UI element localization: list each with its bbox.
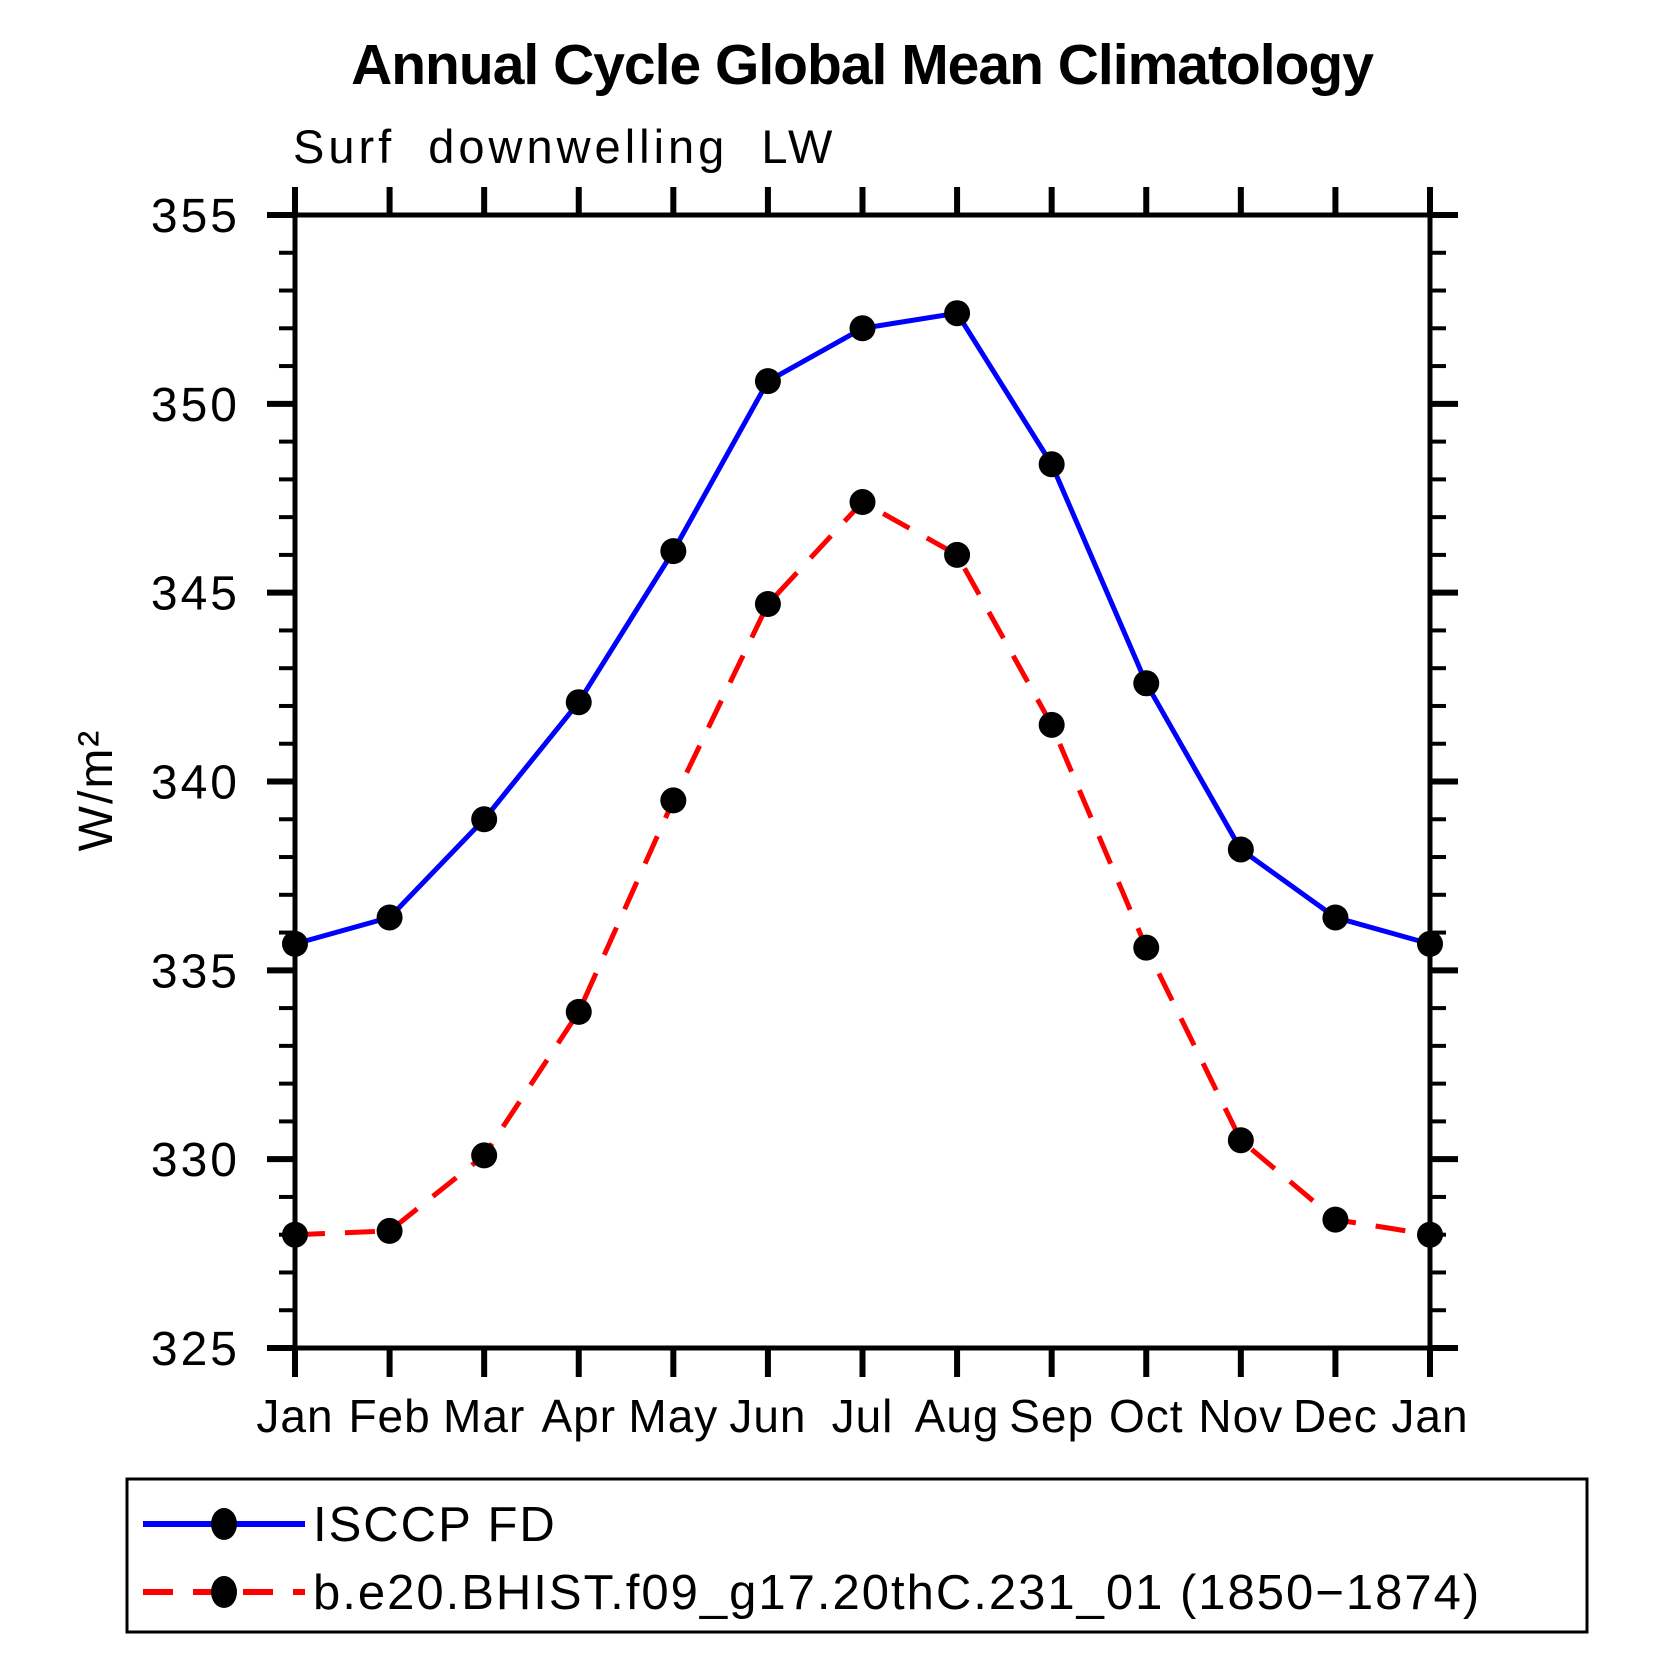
chart-subtitle: Surf downwelling LW [293,120,836,173]
x-tick-label: Jun [729,1390,806,1442]
legend-entry-isccp: ISCCP FD [143,1498,557,1552]
x-tick-label: Mar [443,1390,525,1442]
y-tick-label: 330 [151,1134,240,1187]
series-line-0 [294,310,1431,947]
data-point [944,300,971,327]
data-point [660,787,687,814]
data-point [1133,670,1160,697]
y-tick-label: 350 [151,379,240,432]
chart-title: Annual Cycle Global Mean Climatology [351,33,1374,97]
data-point [754,590,781,617]
data-point [565,689,592,716]
data-point [944,541,971,568]
x-tick-label: Jul [832,1390,894,1442]
legend-marker-dot [211,1508,237,1540]
data-point [376,1217,403,1244]
y-tick-label: 325 [151,1323,240,1376]
data-point [1038,711,1065,738]
data-point [849,489,876,516]
data-point [376,904,403,931]
data-point [471,806,498,833]
data-point [1417,930,1443,957]
data-point [1133,934,1160,961]
data-point [754,368,781,395]
x-tick-label: Nov [1198,1390,1283,1442]
data-point [282,1221,308,1248]
data-point [849,315,876,342]
data-point [1322,1206,1349,1233]
data-point [660,538,687,565]
x-tick-label: Feb [348,1390,430,1442]
data-point [565,998,592,1025]
legend: ISCCP FD b.e20.BHIST.f09_g17.20thC.231_0… [125,1477,1589,1634]
y-tick-label: 345 [151,568,240,621]
y-axis-label: W/m² [70,729,123,852]
legend-entry-model: b.e20.BHIST.f09_g17.20thC.231_01 (1850−1… [143,1566,1481,1620]
x-tick-label: Jan [1391,1390,1468,1442]
x-tick-label: Jan [256,1390,333,1442]
legend-marker-dot [211,1576,237,1608]
plot-area: 325 330 335 340 345 350 355 Jan Feb Mar Apr May Jun J… [151,187,1468,1442]
x-tick-label: Aug [915,1390,1000,1442]
legend-label: ISCCP FD [313,1498,557,1552]
series-line-1 [294,499,1431,1238]
y-tick-label: 335 [151,945,240,998]
data-point [1417,1221,1443,1248]
plot-frame [292,212,1433,1351]
y-tick-label: 355 [151,190,240,243]
x-tick-label: Sep [1009,1390,1094,1442]
data-point [471,1142,498,1169]
x-tick-label: Apr [541,1390,616,1442]
data-point [1322,904,1349,931]
data-point [1227,1127,1254,1154]
x-tick-label: Oct [1109,1390,1184,1442]
legend-label: b.e20.BHIST.f09_g17.20thC.231_01 (1850−1… [313,1566,1481,1620]
data-point [1227,836,1254,863]
x-tick-label: May [628,1390,718,1442]
x-tick-label: Dec [1293,1390,1378,1442]
data-point [1038,451,1065,478]
y-tick-label: 340 [151,757,240,810]
legend-box [125,1477,1589,1634]
data-point [282,930,308,957]
